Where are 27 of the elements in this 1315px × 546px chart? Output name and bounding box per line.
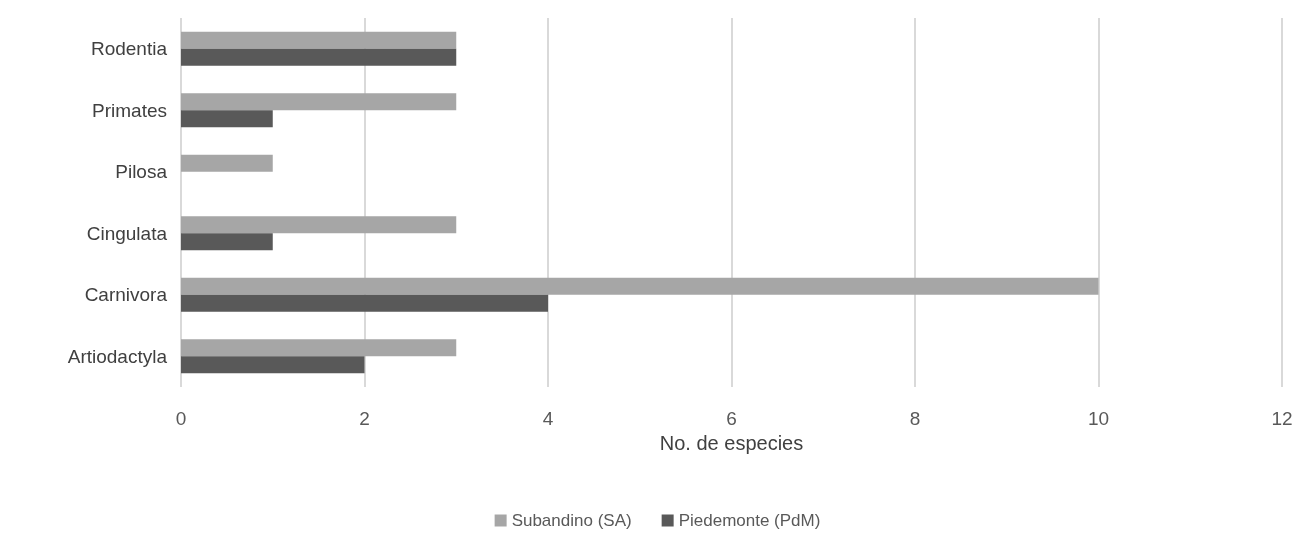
bar [181, 339, 457, 357]
x-tick-label: 2 [359, 408, 370, 429]
x-tick-label: 6 [726, 408, 737, 429]
bar [181, 277, 1099, 295]
y-tick-label: Rodentia [90, 38, 168, 60]
x-tick-label: 4 [542, 408, 554, 429]
bar [181, 233, 273, 251]
bar [181, 154, 273, 172]
x-axis-title: No. de especies [659, 431, 804, 454]
bar [181, 110, 273, 128]
bar [181, 48, 457, 66]
y-tick-label: Carnivora [84, 284, 168, 306]
x-tick-label: 0 [175, 408, 187, 429]
x-tick-label: 8 [909, 408, 921, 429]
bar [181, 294, 548, 312]
x-tick-label: 12 [1271, 408, 1293, 429]
y-tick-label: Primates [92, 99, 167, 121]
y-tick-label: Cingulata [86, 222, 168, 244]
bar [181, 31, 457, 49]
x-tick-label: 10 [1087, 408, 1110, 429]
bar [181, 356, 365, 374]
bar [181, 216, 457, 234]
y-tick-label: Artiodactyla [67, 345, 168, 367]
legend-label: Subandino (SA) [511, 511, 632, 530]
bar [181, 93, 457, 111]
legend-label: Piedemonte (PdM) [678, 511, 821, 530]
y-tick-label: Pilosa [115, 161, 168, 183]
